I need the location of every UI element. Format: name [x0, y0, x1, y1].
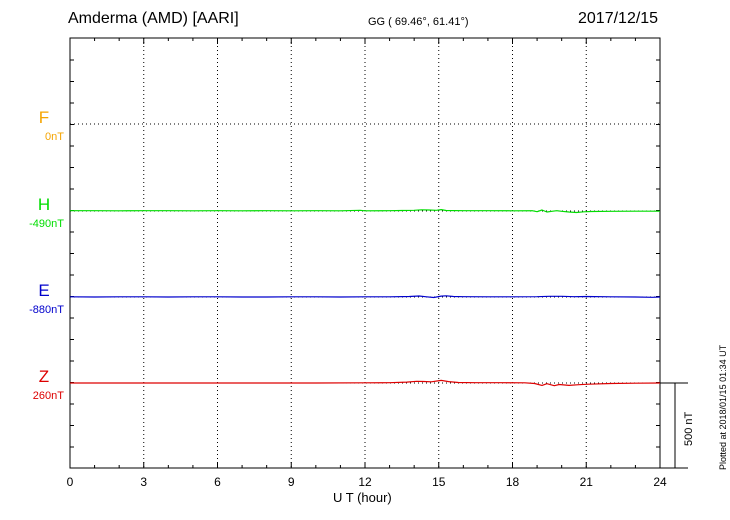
series-baseline-h: -490nT — [29, 218, 64, 230]
series-baseline-e: -880nT — [29, 304, 64, 316]
x-tick-label: 9 — [288, 475, 295, 489]
x-tick-label: 18 — [506, 475, 520, 489]
series-name-f: F — [39, 108, 49, 127]
x-axis-label: U T (hour) — [333, 490, 392, 505]
x-tick-label: 6 — [214, 475, 221, 489]
x-tick-label: 3 — [140, 475, 147, 489]
x-tick-label: 21 — [580, 475, 594, 489]
series-line-h — [70, 209, 660, 214]
x-tick-label: 24 — [653, 475, 667, 489]
series-baseline-f: 0nT — [45, 131, 64, 143]
station-title: Amderma (AMD) [AARI] — [68, 10, 239, 27]
series-name-z: Z — [39, 367, 49, 386]
x-tick-label: 12 — [358, 475, 372, 489]
series-baseline-z: 260nT — [33, 390, 64, 402]
series-name-e: E — [38, 281, 49, 300]
x-tick-label: 15 — [432, 475, 446, 489]
series-line-e — [69, 295, 661, 299]
geographic-coordinates: GG ( 69.46°, 61.41°) — [368, 16, 469, 28]
date-label: 2017/12/15 — [578, 10, 659, 27]
series-name-h: H — [38, 195, 50, 214]
x-tick-label: 0 — [67, 475, 74, 489]
series-line-z — [70, 379, 661, 387]
